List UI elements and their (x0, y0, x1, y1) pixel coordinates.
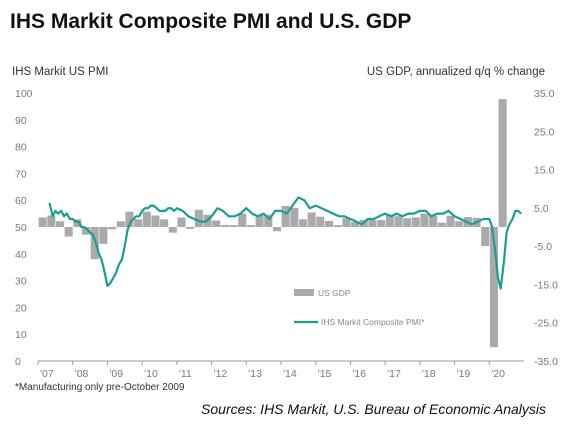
gdp-bar (281, 205, 290, 227)
left-tick-label: 100 (15, 88, 33, 100)
right-axis-label: US GDP, annualized q/q % change (366, 66, 545, 78)
x-tick-label: '19 (457, 368, 471, 380)
source-note: Sources: IHS Markit, U.S. Bureau of Econ… (201, 401, 546, 417)
gdp-bar (403, 218, 412, 227)
gdp-bar (229, 225, 238, 227)
x-tick-label: '11 (179, 368, 192, 380)
right-tick-label: 15.0 (534, 165, 555, 177)
right-tick-label: 35.0 (534, 88, 555, 100)
left-tick-label: 0 (15, 356, 21, 368)
x-tick-label: '14 (283, 368, 297, 380)
right-tick-label: -5.0 (534, 241, 552, 253)
pmi-line (48, 196, 522, 290)
legend-gdp-label: US GDP (318, 288, 351, 298)
gdp-bar (151, 215, 160, 227)
gdp-bar (290, 207, 299, 227)
x-tick-label: '12 (214, 368, 228, 380)
gdp-bar (212, 220, 221, 227)
gdp-bar (125, 211, 134, 227)
gdp-bar (142, 211, 151, 227)
x-tick-label: '07 (40, 368, 54, 380)
gdp-bar (186, 227, 195, 229)
x-tick-label: '15 (318, 368, 332, 380)
gdp-bar (333, 225, 342, 227)
left-axis-label: IHS Markit US PMI (12, 66, 109, 78)
gdp-bar (385, 215, 394, 227)
x-tick-label: '13 (248, 368, 262, 380)
gdp-bar (429, 215, 438, 227)
gdp-bar (220, 225, 229, 227)
gdp-bar (238, 213, 247, 227)
left-tick-label: 10 (15, 329, 27, 341)
gdp-bar (481, 227, 490, 247)
chart-title: IHS Markit Composite PMI and U.S. GDP (10, 10, 412, 33)
gdp-bar (272, 227, 281, 232)
legend-pmi-label: IHS Markit Composite PMI* (321, 317, 425, 327)
right-tick-label: -25.0 (534, 318, 558, 330)
left-tick-label: 30 (15, 276, 27, 288)
x-tick-label: '10 (144, 368, 158, 380)
gdp-bar (437, 222, 446, 227)
gdp-bar (342, 218, 351, 227)
gdp-bar (368, 220, 377, 227)
gdp-bar (246, 225, 255, 227)
gdp-bar (73, 219, 82, 227)
gdp-bar (194, 209, 203, 227)
right-tick-label: -35.0 (534, 356, 558, 368)
gdp-bar (394, 216, 403, 227)
x-tick-label: '16 (352, 368, 366, 380)
right-tick-label: 5.0 (534, 203, 549, 215)
gdp-bar (446, 215, 455, 227)
x-tick-label: '09 (109, 368, 123, 380)
gdp-bar (177, 217, 186, 227)
x-tick-label: '17 (387, 368, 401, 380)
x-tick-label: '18 (422, 368, 436, 380)
gdp-bar (64, 227, 73, 237)
gdp-bar (99, 227, 108, 244)
gdp-bar (47, 215, 56, 227)
gdp-bar (489, 227, 498, 348)
left-tick-label: 60 (15, 195, 27, 207)
gdp-bar (316, 216, 325, 227)
left-tick-label: 70 (15, 168, 27, 180)
gdp-bar (420, 213, 429, 227)
gdp-bar (55, 221, 65, 227)
gdp-bar (160, 219, 169, 227)
left-tick-label: 90 (15, 115, 27, 127)
gdp-bar (81, 227, 91, 235)
gdp-bar (351, 222, 360, 227)
gdp-bar (108, 227, 117, 230)
gdp-bar (411, 217, 420, 227)
gdp-bar (134, 219, 143, 227)
gdp-bar (168, 227, 177, 233)
gdp-bar (377, 220, 386, 227)
x-tick-label: '08 (75, 368, 89, 380)
left-tick-label: 40 (15, 249, 27, 261)
left-tick-label: 80 (15, 142, 27, 154)
gdp-bar (298, 219, 308, 227)
gdp-bar (255, 214, 264, 227)
gdp-bar (116, 221, 125, 227)
legend-gdp-swatch (294, 289, 314, 296)
gdp-bar (324, 220, 334, 227)
gdp-bar (498, 99, 507, 227)
right-tick-label: -15.0 (534, 279, 558, 291)
right-tick-label: 25.0 (534, 126, 555, 138)
gdp-bar (307, 212, 316, 227)
gdp-bar (455, 221, 464, 227)
left-tick-label: 20 (15, 302, 27, 314)
gdp-bar (38, 217, 47, 227)
gdp-bar (90, 227, 99, 260)
gdp-bar (264, 214, 273, 227)
footnote: *Manufacturing only pre-October 2009 (15, 382, 185, 393)
left-tick-label: 50 (15, 222, 27, 234)
x-tick-label: '20 (491, 368, 505, 380)
